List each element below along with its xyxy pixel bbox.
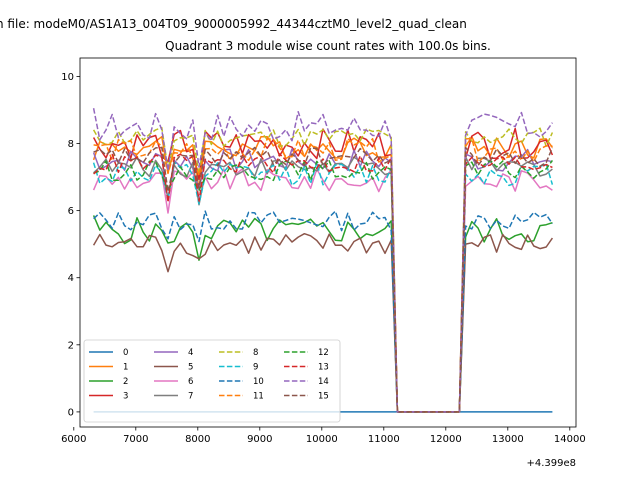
legend-label-13: 13 xyxy=(318,363,329,373)
legend-label-11: 11 xyxy=(253,392,264,402)
y-tick-label: 4 xyxy=(68,273,74,284)
y-tick-label: 8 xyxy=(68,139,74,150)
series-line-3 xyxy=(92,127,554,413)
legend-label-14: 14 xyxy=(318,377,329,387)
x-tick-label: 12000 xyxy=(430,434,462,445)
series-line-10 xyxy=(93,210,554,413)
series-line-12 xyxy=(93,159,554,413)
legend-label-5: 5 xyxy=(188,363,193,373)
legend-label-12: 12 xyxy=(318,348,329,358)
y-tick-label: 0 xyxy=(68,407,74,418)
series-line-14 xyxy=(92,108,554,413)
x-tick-label: 9000 xyxy=(247,434,272,445)
legend-label-15: 15 xyxy=(318,392,329,402)
x-offset-label: +4.399e8 xyxy=(526,458,576,469)
legend-label-1: 1 xyxy=(123,363,128,373)
legend-label-0: 0 xyxy=(123,348,128,358)
series-line-13 xyxy=(93,153,553,413)
series-line-7 xyxy=(93,156,553,413)
x-tick-label: 13000 xyxy=(492,434,524,445)
y-tick-label: 6 xyxy=(68,206,74,217)
legend-frame xyxy=(83,339,341,423)
x-tick-label: 14000 xyxy=(554,434,586,445)
x-tick-label: 8000 xyxy=(185,434,210,445)
legend-label-2: 2 xyxy=(123,377,128,387)
x-tick-label: 7000 xyxy=(123,434,148,445)
series-line-5 xyxy=(92,232,554,413)
plot-area xyxy=(92,108,554,413)
legend-label-7: 7 xyxy=(188,392,193,402)
axes-ticks: 6000 7000 8000 9000 10000 11000 12000 13000 1400… xyxy=(61,72,586,445)
legend-label-6: 6 xyxy=(188,377,193,387)
axes-frame xyxy=(79,57,577,428)
chart-title: Quadrant 3 module wise count rates with … xyxy=(165,39,491,53)
series-line-15 xyxy=(93,146,554,413)
x-tick-label: 11000 xyxy=(368,434,400,445)
legend-label-8: 8 xyxy=(253,348,258,358)
x-tick-label: 6000 xyxy=(61,434,86,445)
legend-label-9: 9 xyxy=(253,363,258,373)
y-tick-label: 2 xyxy=(68,340,74,351)
legend-label-3: 3 xyxy=(123,392,128,402)
figure-suptitle: n file: modeM0/AS1A13_004T09_9000005992_… xyxy=(0,17,467,31)
legend-label-4: 4 xyxy=(188,348,193,358)
y-tick-label: 10 xyxy=(61,72,74,83)
series-line-2 xyxy=(92,215,553,413)
series-line-9 xyxy=(92,161,554,413)
series-line-11 xyxy=(93,137,553,413)
legend-label-10: 10 xyxy=(253,377,264,387)
x-tick-label: 10000 xyxy=(306,434,338,445)
